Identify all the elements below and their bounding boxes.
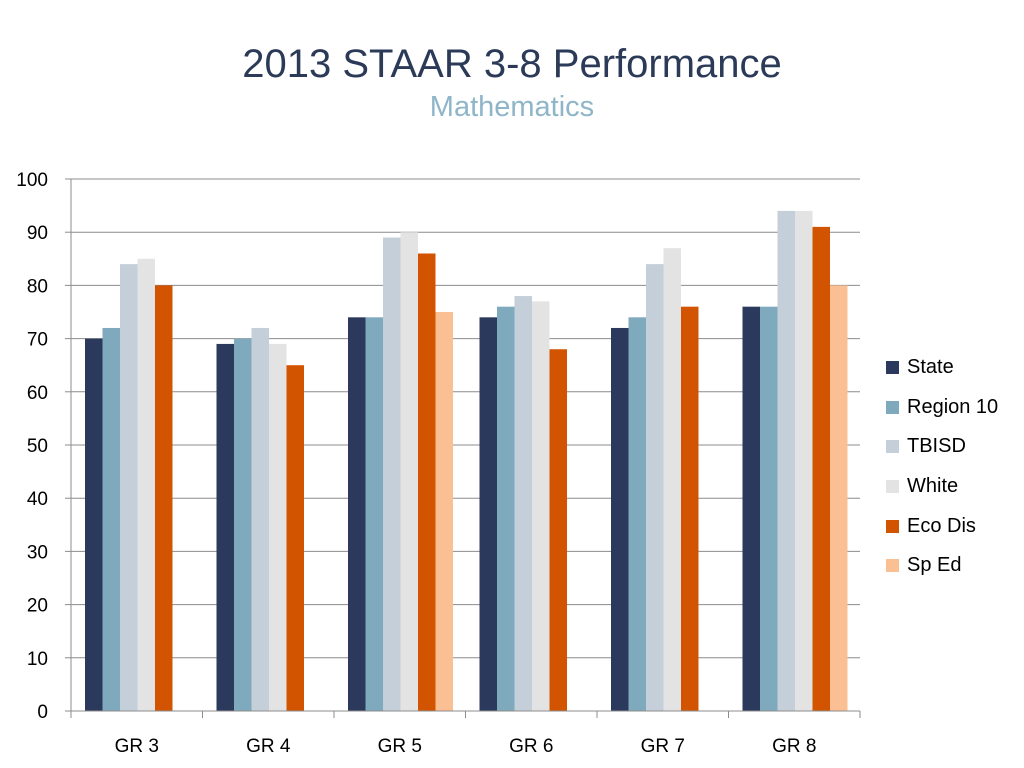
legend: State Region 10 TBISD White Eco Dis Sp Ed — [886, 348, 998, 586]
legend-label: Eco Dis — [907, 514, 976, 537]
bar-region-10 — [234, 338, 252, 711]
bar-state — [216, 343, 234, 711]
bar-white — [137, 258, 155, 711]
legend-label: White — [907, 475, 959, 498]
legend-item: White — [886, 467, 998, 507]
bar-tbisd — [777, 210, 795, 712]
y-tick-label: 80 — [27, 276, 48, 297]
bar-white — [795, 210, 813, 712]
y-tick-label: 20 — [27, 596, 48, 617]
bar-tbisd — [646, 264, 664, 711]
bar-state — [611, 327, 629, 711]
legend-item: Sp Ed — [886, 546, 998, 586]
y-tick-label: 0 — [37, 702, 48, 723]
legend-label: TBISD — [907, 435, 966, 458]
bar-eco-dis — [681, 306, 699, 711]
y-tick-label: 30 — [27, 542, 48, 563]
bars — [85, 210, 848, 712]
legend-swatch — [886, 361, 899, 375]
bar-state — [348, 317, 366, 711]
bar-region-10 — [760, 306, 778, 711]
legend-item: TBISD — [886, 427, 998, 467]
bar-white — [400, 232, 418, 711]
legend-label: Region 10 — [907, 395, 999, 418]
legend-swatch — [886, 440, 899, 454]
x-category-label: GR 5 — [378, 736, 422, 757]
y-tick-label: 60 — [27, 383, 48, 404]
bar-tbisd — [251, 327, 269, 711]
legend-label: Sp Ed — [907, 554, 962, 577]
legend-swatch — [886, 480, 899, 494]
bar-state — [479, 317, 497, 711]
legend-item: Eco Dis — [886, 506, 998, 546]
axis-labels: 0 10 20 30 40 50 60 70 80 90 100 GR 3 GR 4 GR 5 GR 6 GR… — [16, 170, 816, 757]
bar-white — [532, 301, 550, 711]
x-category-label: GR 8 — [772, 736, 816, 757]
y-tick-label: 100 — [16, 170, 48, 191]
bar-sp-ed — [830, 285, 848, 711]
x-category-label: GR 4 — [246, 736, 291, 757]
y-tick-label: 10 — [27, 649, 48, 670]
bar-tbisd — [514, 296, 532, 711]
bar-region-10 — [628, 317, 646, 711]
y-tick-label: 90 — [27, 223, 48, 244]
bar-white — [663, 248, 681, 711]
bar-eco-dis — [418, 253, 436, 712]
legend-item: State — [886, 348, 998, 388]
bar-white — [269, 343, 287, 711]
chart-subtitle: Mathematics — [429, 91, 595, 123]
legend-label: State — [907, 356, 954, 379]
bar-region-10 — [102, 327, 120, 711]
x-category-label: GR 6 — [509, 736, 553, 757]
y-tick-label: 40 — [27, 489, 48, 510]
legend-swatch — [886, 400, 899, 414]
bar-tbisd — [383, 237, 401, 711]
bar-region-10 — [365, 317, 383, 711]
bar-eco-dis — [155, 285, 173, 711]
gridlines — [71, 178, 860, 659]
legend-swatch — [886, 559, 899, 573]
chart-title: 2013 STAAR 3-8 Performance — [242, 42, 782, 86]
bar-region-10 — [497, 306, 515, 711]
bar-state — [85, 338, 103, 711]
axes — [65, 178, 861, 718]
bar-tbisd — [120, 264, 138, 711]
x-category-label: GR 3 — [115, 736, 159, 757]
legend-swatch — [886, 519, 899, 533]
y-tick-label: 70 — [27, 330, 48, 351]
x-category-label: GR 7 — [641, 736, 685, 757]
bar-eco-dis — [286, 365, 304, 711]
y-tick-label: 50 — [27, 436, 48, 457]
bar-eco-dis — [549, 349, 567, 711]
bar-sp-ed — [435, 312, 453, 711]
legend-item: Region 10 — [886, 388, 998, 428]
bar-state — [742, 306, 760, 711]
bar-eco-dis — [812, 226, 830, 711]
